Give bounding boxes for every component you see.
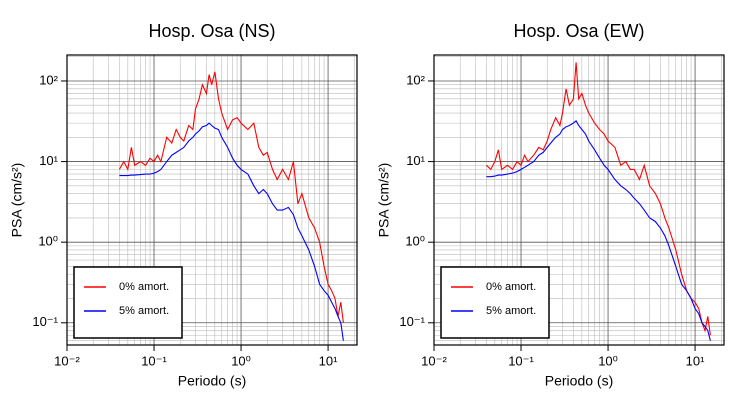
y-tick-label: 10⁰ xyxy=(405,234,425,249)
x-tick-label: 10¹ xyxy=(319,353,338,368)
x-axis-label: Periodo (s) xyxy=(178,373,246,389)
y-tick-label: 10⁻¹ xyxy=(32,314,58,329)
chart-title: Hosp. Osa (EW) xyxy=(513,21,644,41)
y-tick-label: 10⁻¹ xyxy=(399,314,425,329)
y-tick-label: 10² xyxy=(39,72,58,87)
plot-frame xyxy=(66,54,358,346)
x-tick-label: 10⁰ xyxy=(231,353,251,368)
legend-box xyxy=(73,266,183,339)
legend-label: 5% amort. xyxy=(486,305,536,317)
x-tick-label: 10⁻¹ xyxy=(141,353,167,368)
x-tick-label: 10¹ xyxy=(686,353,705,368)
x-tick-label: 10⁻¹ xyxy=(508,353,534,368)
x-tick-label: 10⁻² xyxy=(54,353,80,368)
panel: Hosp. Osa (EW) Periodo (s) PSA (cm/s²) 10⁻²… xyxy=(376,21,725,389)
plot-frame xyxy=(433,54,725,346)
x-axis-label: Periodo (s) xyxy=(545,373,613,389)
series-line xyxy=(118,71,344,323)
series-line xyxy=(486,120,711,341)
y-tick-label: 10¹ xyxy=(406,153,425,168)
x-tick-label: 10⁻² xyxy=(421,353,447,368)
series-line xyxy=(486,62,711,336)
panel: Hosp. Osa (NS) Periodo (s) PSA (cm/s²) 10⁻²… xyxy=(9,21,358,389)
legend-label: 0% amort. xyxy=(119,281,169,293)
legend-box xyxy=(440,266,550,339)
y-tick-label: 10² xyxy=(406,72,425,87)
series-line xyxy=(119,122,344,341)
legend-label: 0% amort. xyxy=(486,281,536,293)
legend-label: 5% amort. xyxy=(119,305,169,317)
y-tick-label: 10⁰ xyxy=(38,234,58,249)
y-tick-label: 10¹ xyxy=(39,153,58,168)
x-tick-label: 10⁰ xyxy=(598,353,618,368)
y-axis-label: PSA (cm/s²) xyxy=(376,163,392,238)
chart-title: Hosp. Osa (NS) xyxy=(148,21,275,41)
y-axis-label: PSA (cm/s²) xyxy=(9,163,25,238)
